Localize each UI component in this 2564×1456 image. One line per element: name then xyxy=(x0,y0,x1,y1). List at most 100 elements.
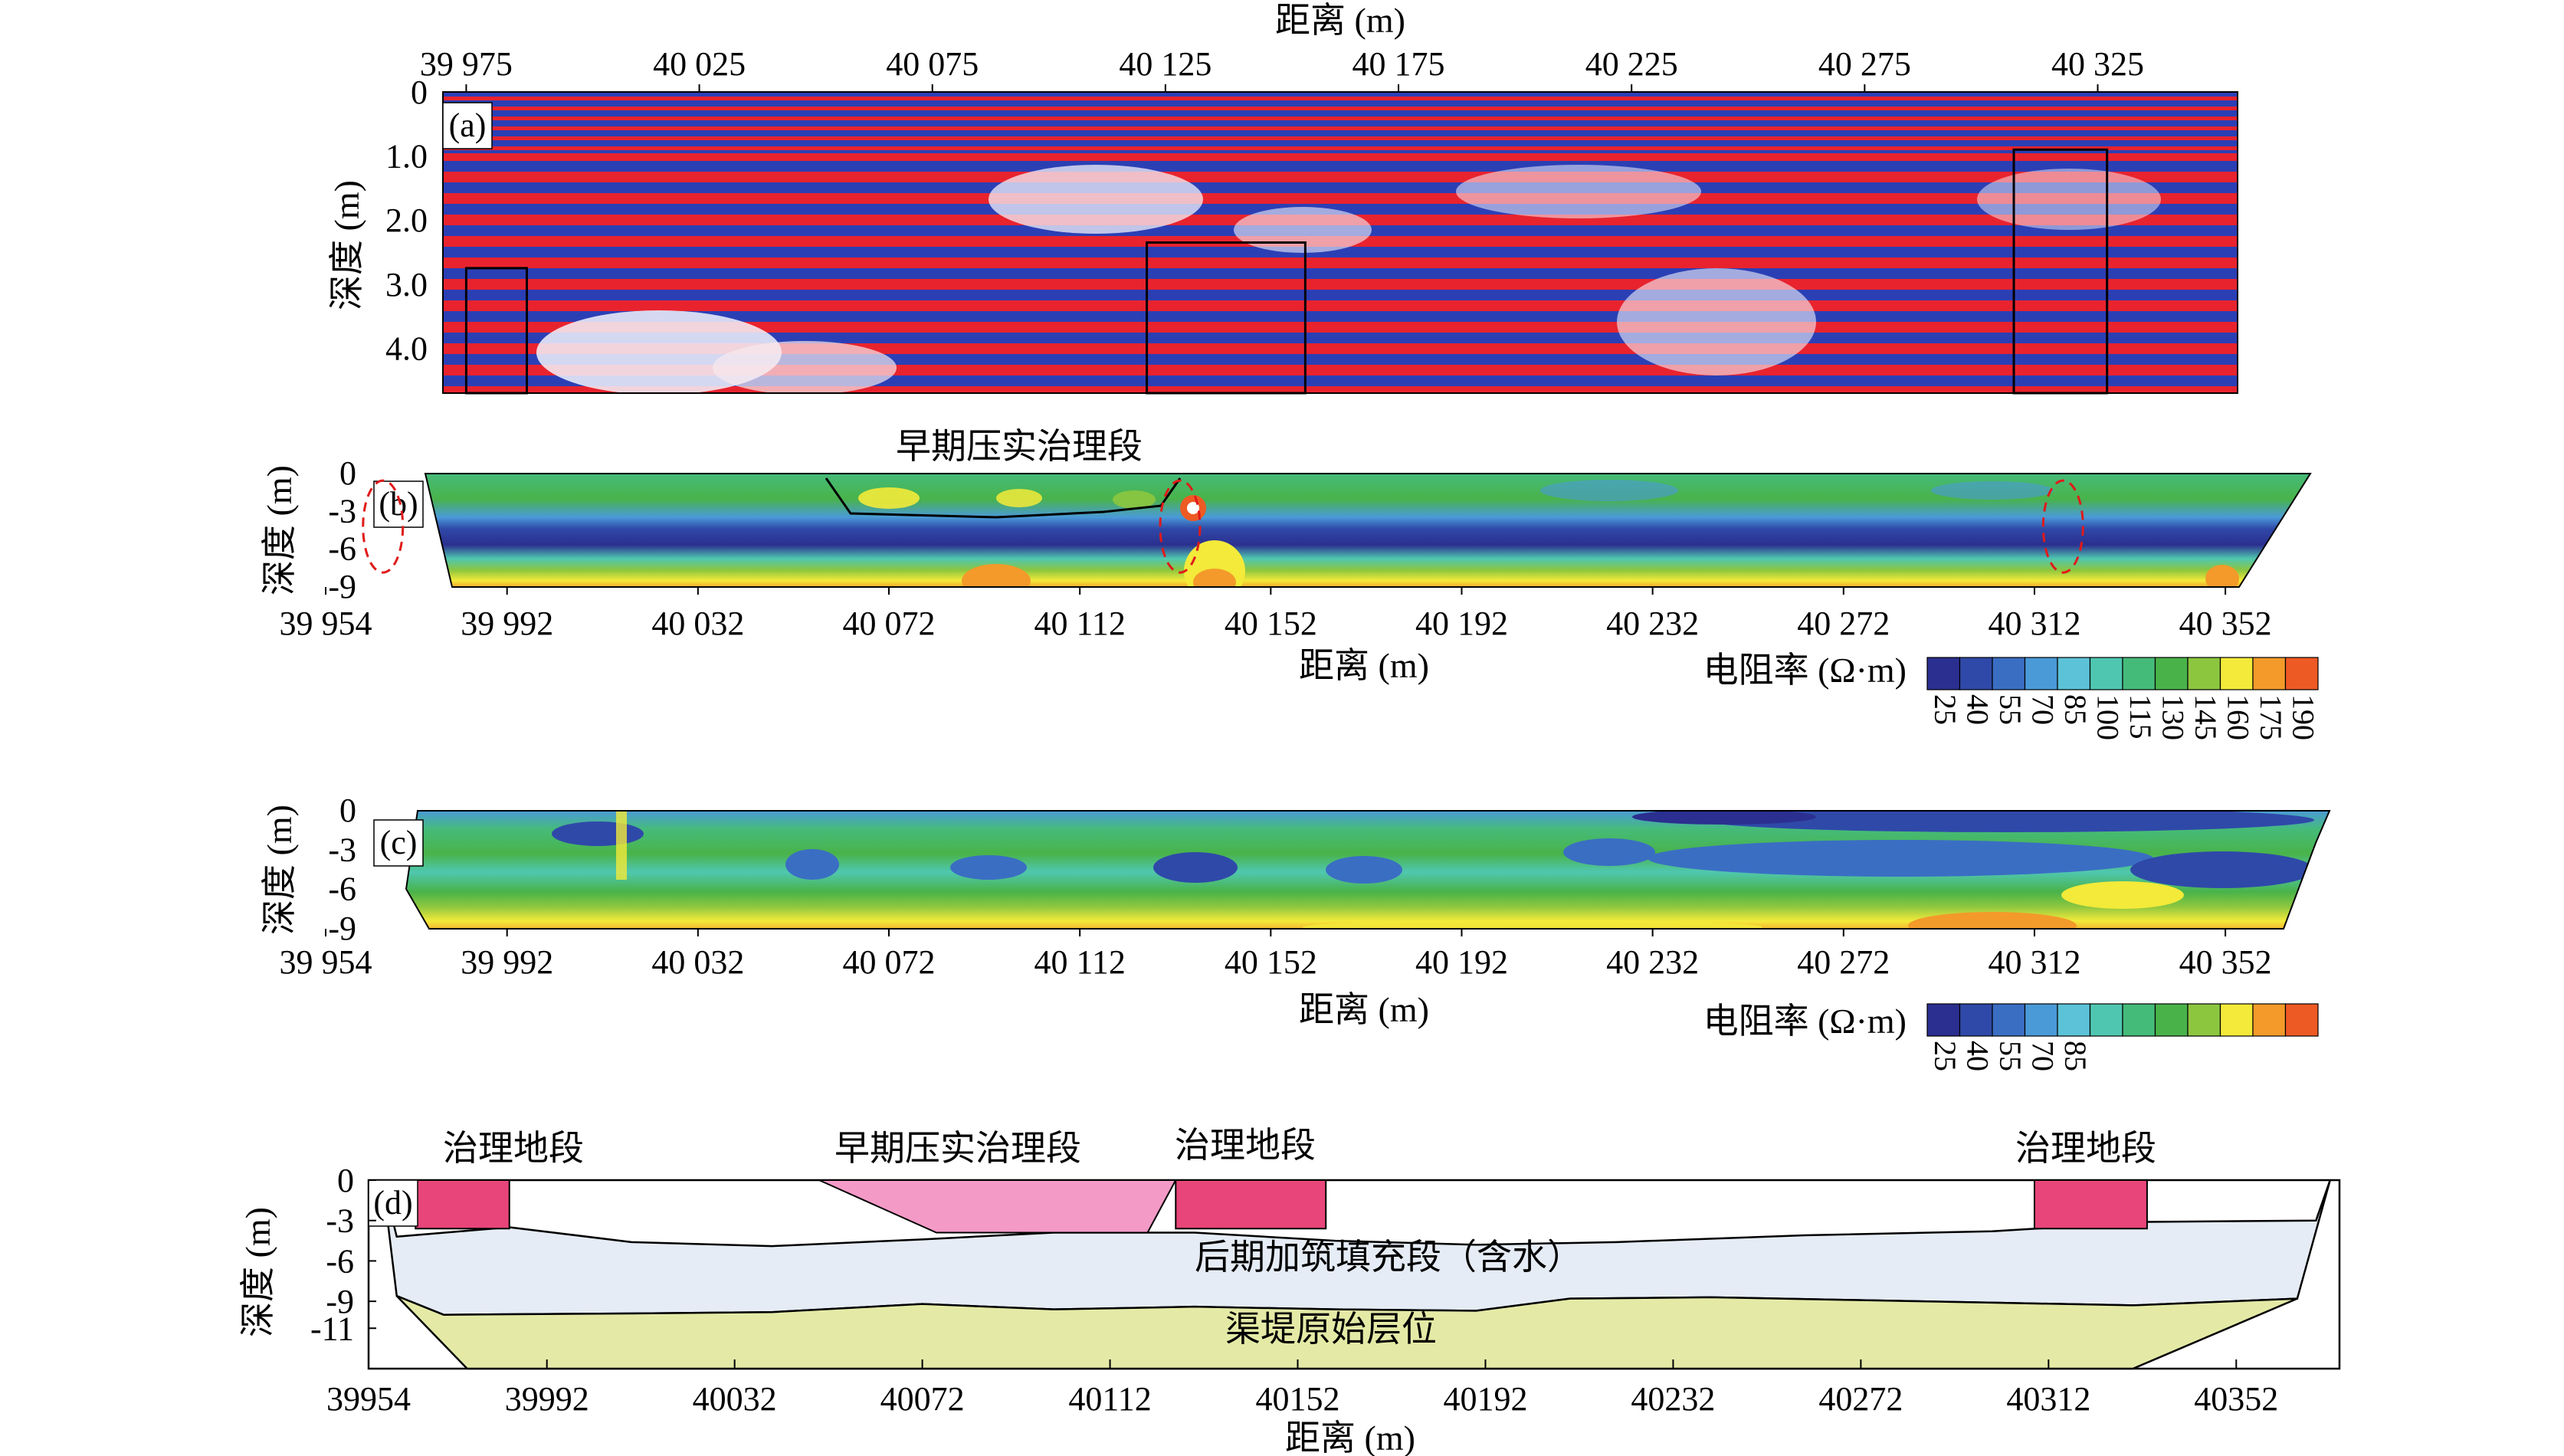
colorbar-tick-label: 85 xyxy=(2058,694,2093,725)
panel-a-y-title: 深度 (m) xyxy=(327,180,366,310)
panel-a-surface-band xyxy=(443,107,2238,110)
panel-b-ert-profile: (b) 早期压实治理段 39 954 39 992 40 032 40 072 40 1… xyxy=(260,427,2321,740)
ert1-x-tick-label: 39 954 xyxy=(280,605,372,642)
panel-d-label-early: 早期压实治理段 xyxy=(834,1129,1081,1168)
panel-d-early-zone xyxy=(818,1179,1177,1234)
ert1-y-tick-label: -3 xyxy=(328,492,356,530)
panel-d-x-tick-label: 40032 xyxy=(693,1380,777,1418)
panel-b-y-title: 深度 (m) xyxy=(260,465,299,595)
colorbar-tick-label: 25 xyxy=(1928,1041,1962,1071)
panel-d-x-tick-label: 40072 xyxy=(880,1380,965,1418)
colorbar-cell xyxy=(1992,657,2026,690)
ert1-x-tick-label: 40 112 xyxy=(1034,605,1125,642)
colorbar-cell xyxy=(2154,657,2189,690)
panel-d-y-tick-label: -6 xyxy=(326,1242,354,1280)
colorbar-cell xyxy=(2024,1003,2058,1037)
colorbar-cell xyxy=(2089,1003,2123,1037)
colorbar-tick-label: 40 xyxy=(1961,1041,1995,1071)
panel-a-x-tick-label: 40 125 xyxy=(1119,45,1212,83)
panel-b-anomaly-ellipse xyxy=(2041,479,2084,574)
panel-a-gpr-profile: 距离 (m) 39 975 40 025 40 075 40 125 40 175 40 … xyxy=(327,1,2238,395)
colorbar-cell xyxy=(2219,1003,2254,1037)
colorbar-tick-label: 55 xyxy=(1993,1041,2028,1071)
colorbar-cell xyxy=(2154,1003,2189,1037)
panel-b-early-zone-outline xyxy=(825,477,1182,519)
colorbar-tick-label: 25 xyxy=(1928,694,1962,725)
ert2-x-tick-label: 40 112 xyxy=(1034,943,1125,981)
panel-d-x-tick-label: 40192 xyxy=(1443,1380,1527,1418)
colorbar-cell xyxy=(1926,657,1961,690)
panel-a-label: (a) xyxy=(449,107,487,144)
panel-d-y-title: 深度 (m) xyxy=(238,1207,277,1337)
panel-a-y-tick-label: 4.0 xyxy=(385,330,428,367)
ert2-x-tick-label: 40 072 xyxy=(843,943,936,981)
panel-d-x-tick-label: 40272 xyxy=(1818,1380,1903,1418)
colorbar-cell xyxy=(2284,657,2319,690)
panel-b-x-title: 距离 (m) xyxy=(1299,646,1429,685)
ert2-x-tick-label: 40 272 xyxy=(1797,943,1890,981)
panel-d-treatment-zone xyxy=(1175,1179,1327,1230)
panel-c-frame xyxy=(405,810,2331,930)
ert2-x-tick-label: 40 192 xyxy=(1415,943,1508,981)
panel-a-surface-band xyxy=(443,116,2238,120)
panel-d-x-tick-label: 40112 xyxy=(1068,1380,1151,1418)
panel-a-x-title: 距离 (m) xyxy=(1275,1,1405,40)
panel-a-x-tick-label: 40 175 xyxy=(1352,45,1445,83)
panel-d-treatment-zone xyxy=(415,1179,510,1230)
colorbar-tick-label: 175 xyxy=(2254,694,2288,740)
panel-a-y-tick-label: 3.0 xyxy=(385,266,428,303)
panel-a-x-tick-label: 40 025 xyxy=(653,45,746,83)
panel-c-y-title: 深度 (m) xyxy=(260,805,299,935)
ert1-x-tick-label: 40 352 xyxy=(2179,605,2272,642)
panel-b-label-box xyxy=(373,480,424,528)
ert1-x-tick-label: 40 272 xyxy=(1797,605,1890,642)
panel-c-colorbar-title: 电阻率 (Ω·m) xyxy=(1703,1002,1907,1041)
panel-d-treatment-zones xyxy=(415,1179,2148,1234)
panel-a-y-tick-label: 0 xyxy=(411,74,428,111)
colorbar-cell xyxy=(2024,657,2058,690)
panel-d-label-box xyxy=(368,1179,418,1227)
colorbar-cell xyxy=(2089,657,2123,690)
ert1-y-tick-label: -9 xyxy=(328,568,356,605)
panel-c-resistivity-section xyxy=(406,811,2330,929)
ert1-x-tick-label: 40 192 xyxy=(1415,605,1508,642)
panel-a-surface-band xyxy=(443,126,2238,130)
ert2-x-tick-label: 40 152 xyxy=(1225,943,1317,981)
ert2-y-tick-label: -3 xyxy=(328,831,356,868)
colorbar-cell xyxy=(1959,1003,1993,1037)
ert1-x-tick-label: 40 232 xyxy=(1606,605,1699,642)
colorbar-tick-label: 85 xyxy=(2058,1041,2093,1071)
ert2-y-tick-label: -9 xyxy=(328,910,356,947)
panel-d-y-tick-label: -9 xyxy=(326,1283,354,1320)
panel-a-surface-band xyxy=(443,136,2238,140)
panel-c-x-ticks: 39 954 39 992 40 032 40 072 40 112 40 152 40 1… xyxy=(280,929,2272,981)
panel-c-ert-profile: (c) 39 954 39 992 40 032 40 072 40 112 40 152… xyxy=(260,792,2331,1071)
colorbar-cell xyxy=(2057,1003,2091,1037)
panel-b-anomaly-ellipses xyxy=(362,479,2084,574)
panel-c-x-title: 距离 (m) xyxy=(1299,990,1429,1029)
panel-d-y-tick-label: 0 xyxy=(337,1162,354,1199)
panel-b-anomaly-ellipse xyxy=(1159,479,1202,574)
panel-a-anomaly-box xyxy=(464,267,528,395)
panel-b-frame xyxy=(424,473,2312,588)
panel-a-frame xyxy=(442,91,2238,394)
panel-a-x-tick-label: 39 975 xyxy=(420,45,513,83)
colorbar-cell xyxy=(1926,1003,1961,1037)
colorbar-cell xyxy=(2057,657,2091,690)
panel-d-label-fill: 后期加筑填充段（含水） xyxy=(1195,1238,1582,1277)
ert2-y-tick-label: 0 xyxy=(339,792,356,829)
colorbar-tick-label: 130 xyxy=(2156,694,2191,740)
colorbar-tick-label: 145 xyxy=(2189,694,2223,740)
colorbar-cell xyxy=(2187,1003,2221,1037)
panel-d-label-treatment-1: 治理地段 xyxy=(443,1129,584,1168)
panel-d-label: (d) xyxy=(373,1184,412,1222)
ert2-x-tick-label: 40 232 xyxy=(1606,943,1699,981)
ert1-x-tick-label: 40 032 xyxy=(651,605,744,642)
panel-d-label-treatment-3: 治理地段 xyxy=(2015,1129,2156,1168)
panel-a-y-tick-label: 2.0 xyxy=(385,202,428,239)
panel-d-label-treatment-2: 治理地段 xyxy=(1175,1126,1316,1165)
panel-a-x-tick-label: 40 325 xyxy=(2051,45,2144,83)
panel-d-y-ticks: 0-3-6-9-11 xyxy=(310,1162,376,1347)
panel-b-y-ticks: 0-3-6-9 xyxy=(328,454,356,605)
